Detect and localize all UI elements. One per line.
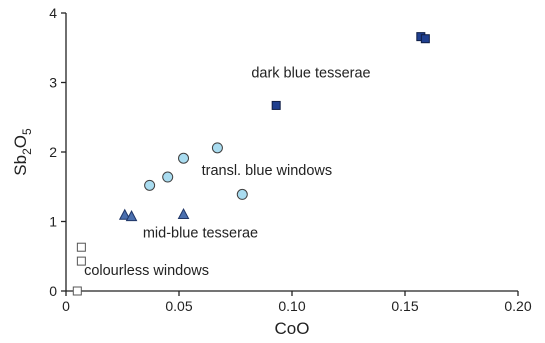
data-point-triangle bbox=[177, 207, 190, 220]
y-axis-title-mid: O bbox=[11, 135, 30, 148]
annotation-label: transl. blue windows bbox=[202, 163, 333, 179]
axes bbox=[65, 13, 518, 292]
annotation-label: mid-blue tesserae bbox=[143, 225, 258, 241]
annotations: dark blue tesserae transl. blue windows mi… bbox=[84, 66, 371, 279]
series-3 bbox=[144, 142, 248, 200]
y-ticks: 0 1 2 3 4 bbox=[49, 5, 66, 299]
y-axis-title: Sb2O5 bbox=[11, 128, 34, 176]
y-axis-title-sub2: 5 bbox=[20, 128, 34, 135]
annotation-label: colourless windows bbox=[84, 263, 209, 279]
y-tick-label: 3 bbox=[49, 75, 57, 91]
x-tick-label: 0.10 bbox=[278, 298, 305, 314]
data-points bbox=[72, 32, 430, 296]
data-point-circle bbox=[211, 142, 223, 154]
y-axis-title-base: Sb bbox=[11, 155, 30, 176]
x-tick-label: 0.15 bbox=[391, 298, 418, 314]
data-point-circle bbox=[162, 171, 174, 183]
data-point-circle bbox=[178, 152, 190, 164]
data-point-circle bbox=[144, 179, 156, 191]
data-point-circle bbox=[236, 188, 248, 200]
y-tick-label: 1 bbox=[49, 214, 57, 230]
series-1 bbox=[72, 242, 86, 296]
x-axis-title: CoO bbox=[275, 319, 310, 338]
series-2 bbox=[118, 207, 190, 222]
data-point-square bbox=[72, 286, 82, 296]
data-point-triangle bbox=[125, 210, 138, 222]
x-tick-label: 0 bbox=[62, 298, 70, 314]
series-4 bbox=[271, 32, 430, 110]
data-point-square bbox=[420, 34, 430, 44]
annotation-label: dark blue tesserae bbox=[251, 66, 370, 82]
y-tick-label: 2 bbox=[49, 144, 57, 160]
data-point-square bbox=[271, 100, 281, 110]
data-point-square bbox=[76, 242, 86, 252]
data-point-square bbox=[76, 256, 86, 266]
x-tick-label: 0.20 bbox=[504, 298, 531, 314]
y-tick-label: 0 bbox=[49, 283, 57, 299]
x-tick-label: 0.05 bbox=[165, 298, 192, 314]
x-ticks: 0 0.05 0.10 0.15 0.20 bbox=[62, 291, 532, 314]
y-axis-title-sub1: 2 bbox=[20, 148, 34, 155]
data-point-triangle bbox=[118, 208, 131, 220]
y-tick-label: 4 bbox=[49, 5, 57, 21]
